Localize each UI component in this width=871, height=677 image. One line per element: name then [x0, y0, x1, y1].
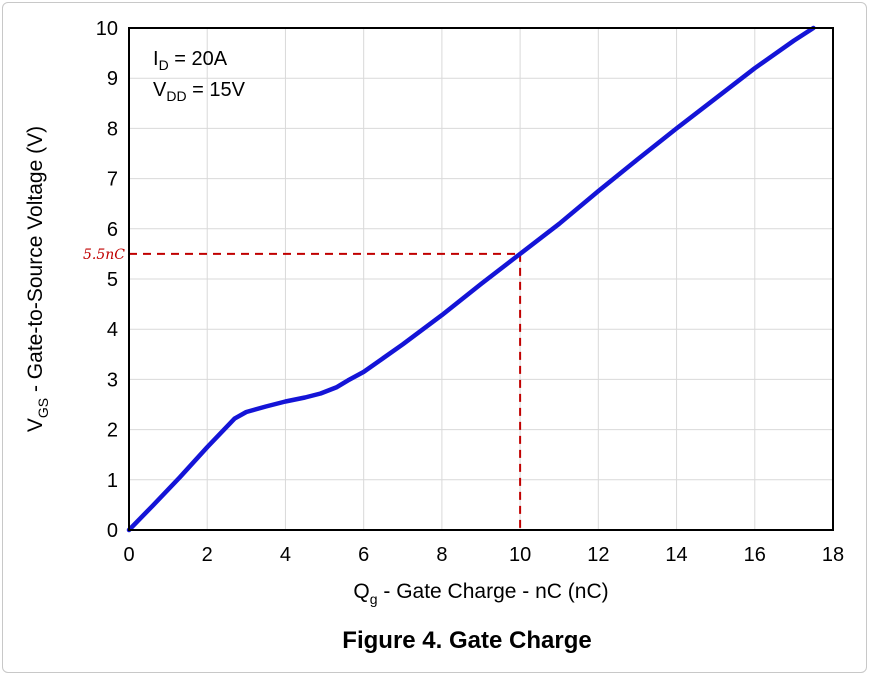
y-tick-label: 5	[107, 269, 118, 291]
annotation-drain-current: ID = 20A	[153, 48, 228, 73]
y-tick-label: 4	[107, 319, 118, 341]
annotation-supply-voltage: VDD = 15V	[153, 79, 246, 104]
y-axis-label: VGS - Gate-to-Source Voltage (V)	[24, 126, 51, 432]
y-tick-label: 1	[107, 470, 118, 492]
x-tick-label: 4	[280, 544, 291, 566]
x-tick-label: 0	[123, 544, 134, 566]
x-tick-label: 12	[587, 544, 609, 566]
x-tick-label: 18	[822, 544, 844, 566]
figure-caption: Figure 4. Gate Charge	[342, 627, 591, 654]
y-tick-labels: 0 1 2 3 4 5 6 7 8 9 10	[96, 18, 118, 542]
x-axis-label: Qg - Gate Charge - nC (nC)	[353, 580, 608, 607]
x-tick-labels: 0 2 4 6 8 10 12 14 16 18	[123, 544, 844, 566]
grid	[128, 27, 834, 531]
x-tick-label: 8	[436, 544, 447, 566]
y-tick-label: 3	[107, 369, 118, 391]
x-tick-label: 6	[358, 544, 369, 566]
y-tick-label: 6	[107, 219, 118, 241]
x-tick-label: 14	[665, 544, 687, 566]
y-tick-label: 8	[107, 118, 118, 140]
x-tick-label: 16	[744, 544, 766, 566]
series-line	[126, 25, 816, 533]
plot-border	[128, 27, 834, 531]
y-tick-label: 2	[107, 420, 118, 442]
marker-label: 5.5nC	[83, 247, 125, 263]
x-tick-label: 2	[202, 544, 213, 566]
marker-guides	[129, 252, 522, 530]
x-tick-label: 10	[509, 544, 531, 566]
y-tick-label: 7	[107, 169, 118, 191]
series-group	[126, 25, 816, 533]
y-tick-label: 0	[107, 520, 118, 542]
y-tick-label: 9	[107, 68, 118, 90]
y-tick-label: 10	[96, 18, 118, 40]
